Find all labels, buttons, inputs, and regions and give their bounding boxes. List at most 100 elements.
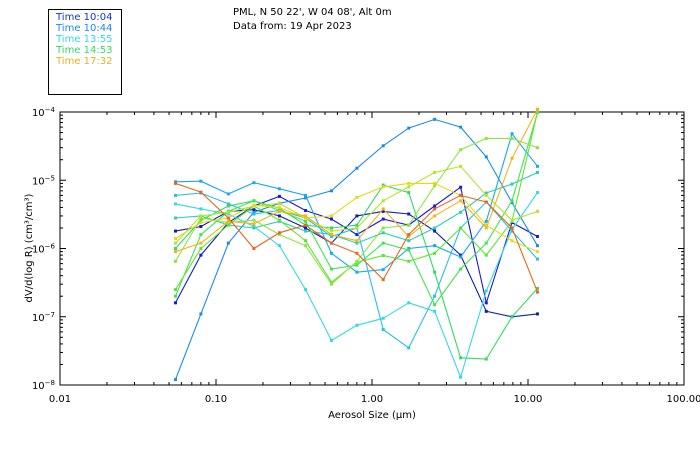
series-3 <box>173 117 539 382</box>
data-point <box>173 202 177 206</box>
data-point <box>355 233 359 237</box>
data-point <box>381 278 385 282</box>
data-point <box>459 185 463 189</box>
data-point <box>381 207 385 211</box>
data-point <box>407 233 411 237</box>
data-point <box>277 201 281 205</box>
x-tick-label: 100.00 <box>667 394 700 405</box>
data-point <box>355 223 359 227</box>
data-point <box>535 107 539 111</box>
data-point <box>433 207 437 211</box>
data-point <box>173 216 177 220</box>
data-point <box>535 146 539 150</box>
data-point <box>433 181 437 185</box>
data-point <box>329 229 333 233</box>
data-point <box>459 210 463 214</box>
data-point <box>459 267 463 271</box>
data-point <box>173 378 177 382</box>
data-point <box>407 247 411 250</box>
data-point <box>329 226 333 230</box>
data-point <box>355 214 359 218</box>
data-point <box>199 190 203 194</box>
data-point <box>407 181 411 185</box>
data-point <box>173 301 177 305</box>
legend-item: Time 10:44 <box>56 23 113 34</box>
data-point <box>381 185 385 189</box>
data-point <box>329 267 333 271</box>
data-point <box>199 225 203 229</box>
data-point <box>252 210 256 214</box>
data-point <box>277 194 281 198</box>
data-point <box>355 323 359 327</box>
data-point <box>252 218 256 222</box>
data-point <box>252 212 256 216</box>
data-point <box>355 226 359 230</box>
data-point <box>407 248 411 252</box>
y-tick-label: 10−6 <box>32 243 56 256</box>
data-point <box>277 218 281 222</box>
data-point <box>355 241 359 245</box>
data-point <box>433 170 437 174</box>
data-point <box>199 241 203 245</box>
y-tick-label: 10−7 <box>32 311 55 324</box>
data-point <box>226 223 230 227</box>
data-point <box>459 356 463 360</box>
data-point <box>329 189 333 193</box>
data-point <box>304 196 308 200</box>
data-point <box>535 209 539 213</box>
data-point <box>329 338 333 342</box>
data-point <box>329 241 333 245</box>
chart-header-line1: PML, N 50 22', W 04 08', Alt 0m <box>233 7 392 18</box>
data-point <box>304 288 308 292</box>
series-group <box>173 107 539 382</box>
data-point <box>407 239 411 243</box>
data-point <box>484 289 488 293</box>
data-point <box>407 346 411 350</box>
data-point <box>355 251 359 255</box>
data-point <box>535 257 539 261</box>
data-point <box>252 199 256 203</box>
data-point <box>381 253 385 257</box>
data-point <box>459 193 463 197</box>
data-point <box>459 164 463 168</box>
y-tick-label: 10−5 <box>32 174 55 187</box>
data-point <box>226 192 230 196</box>
x-tick-label: 10.00 <box>514 394 543 405</box>
data-point <box>381 209 385 213</box>
data-point <box>252 208 256 212</box>
data-point <box>355 239 359 243</box>
data-point <box>226 212 230 216</box>
data-point <box>433 204 437 208</box>
data-point <box>304 244 308 248</box>
data-point <box>535 290 539 294</box>
data-point <box>381 231 385 235</box>
data-point <box>484 219 488 223</box>
y-tick-label: 10−4 <box>32 106 56 119</box>
data-point <box>484 191 488 195</box>
data-point <box>433 251 437 255</box>
data-point <box>199 253 203 257</box>
data-point <box>355 166 359 170</box>
data-point <box>510 132 514 136</box>
data-point <box>226 202 230 206</box>
data-point <box>252 203 256 207</box>
data-point <box>535 164 539 168</box>
data-point <box>510 218 514 222</box>
data-point <box>329 282 333 286</box>
data-point <box>173 247 177 250</box>
data-point <box>199 221 203 225</box>
data-point <box>459 375 463 379</box>
data-point <box>277 233 281 237</box>
data-point <box>407 234 411 238</box>
data-point <box>173 250 177 254</box>
data-point <box>407 223 411 227</box>
data-point <box>459 253 463 257</box>
data-point <box>510 315 514 319</box>
data-point <box>535 234 539 238</box>
data-point <box>407 185 411 189</box>
data-point <box>199 233 203 237</box>
data-point <box>304 226 308 230</box>
y-axis-label: dV/d(log R) (cm³/cm³) <box>24 193 35 302</box>
data-point <box>459 148 463 152</box>
